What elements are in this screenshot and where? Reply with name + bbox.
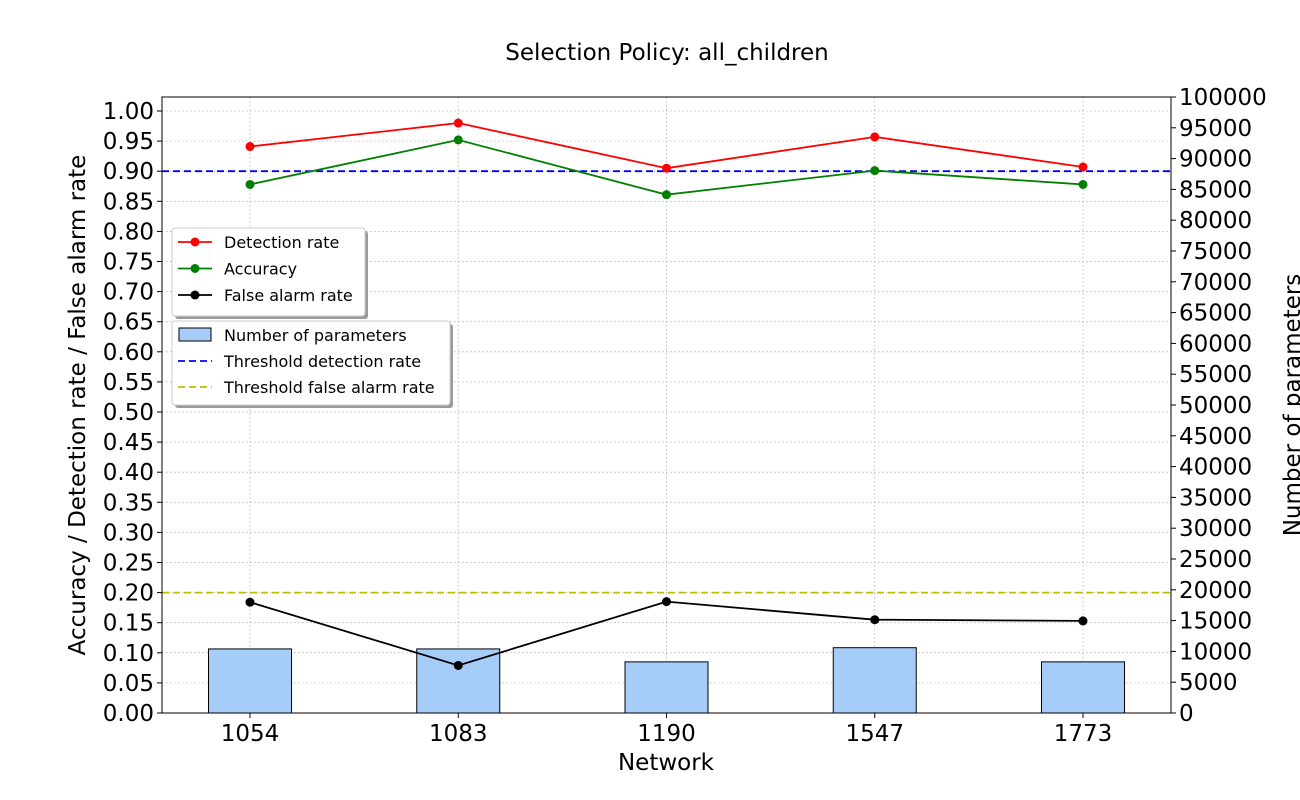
- right-tick-label: 55000: [1179, 362, 1252, 388]
- right-tick-label: 50000: [1179, 393, 1252, 419]
- left-tick-label: 0.85: [103, 189, 154, 215]
- left-tick-label: 0.15: [103, 611, 154, 637]
- legend-label: False alarm rate: [224, 286, 353, 305]
- x-axis-label: Network: [618, 750, 715, 776]
- legend-marker: [190, 290, 200, 300]
- series-point: [1078, 616, 1088, 626]
- left-tick-label: 0.05: [103, 671, 154, 697]
- series-point: [662, 163, 671, 173]
- left-tick-label: 0.75: [103, 250, 154, 276]
- x-tick-label: 1054: [221, 721, 280, 747]
- right-tick-label: 70000: [1179, 270, 1252, 296]
- series-point: [245, 597, 255, 607]
- threshold-lines: [162, 170, 1171, 594]
- legend-label: Threshold false alarm rate: [223, 378, 435, 397]
- legend-label: Number of parameters: [224, 326, 407, 345]
- left-tick-label: 0.00: [103, 701, 154, 727]
- right-tick-label: 40000: [1179, 455, 1252, 481]
- legend-bars-thresholds: Number of parameters Threshold detection …: [171, 320, 453, 408]
- right-axis: 0 5000 10000 15000 20000 25000 30000 35000 40000…: [1171, 85, 1267, 727]
- legend-series: Detection rate Accuracy False alarm rate: [171, 227, 368, 319]
- right-tick-label: 45000: [1179, 424, 1252, 450]
- series-point: [453, 135, 463, 145]
- left-tick-label: 1.00: [103, 99, 154, 125]
- right-tick-label: 100000: [1179, 85, 1267, 111]
- bar-parameters: [416, 648, 501, 714]
- series-point: [662, 597, 671, 607]
- left-tick-label: 0.90: [103, 159, 154, 185]
- series-point: [870, 166, 880, 176]
- right-tick-label: 10000: [1179, 639, 1252, 665]
- series-point: [453, 118, 463, 128]
- left-tick-label: 0.25: [103, 551, 154, 577]
- left-tick-label: 0.65: [103, 310, 154, 336]
- legend-label: Detection rate: [224, 233, 339, 252]
- legend-marker: [190, 264, 200, 273]
- right-tick-label: 95000: [1179, 116, 1252, 142]
- right-tick-label: 80000: [1179, 208, 1252, 234]
- x-axis: 1054 1083 1190 1547 1773: [221, 713, 1113, 747]
- chart-title: Selection Policy: all_children: [505, 40, 829, 66]
- right-tick-label: 0: [1179, 701, 1194, 727]
- bar-parameters: [1041, 661, 1125, 714]
- right-tick-label: 65000: [1179, 301, 1252, 327]
- series-lines: [245, 118, 1088, 670]
- left-tick-label: 0.30: [103, 520, 154, 546]
- series-point: [662, 190, 671, 200]
- left-tick-label: 0.10: [103, 641, 154, 667]
- right-tick-label: 25000: [1179, 547, 1252, 573]
- right-tick-label: 35000: [1179, 485, 1252, 511]
- x-tick-label: 1190: [637, 721, 696, 747]
- right-axis-label: Number of parameters: [1280, 274, 1300, 537]
- bar-parameters: [208, 648, 292, 714]
- right-tick-label: 20000: [1179, 578, 1252, 604]
- x-tick-label: 1083: [429, 721, 488, 747]
- left-axis: 0.00 0.05 0.10 0.15 0.20 0.25 0.30 0.35 0.40 0.45…: [103, 99, 162, 727]
- bars: [208, 647, 1125, 714]
- legend-label: Threshold detection rate: [223, 352, 421, 371]
- x-tick-label: 1773: [1054, 721, 1113, 747]
- legend-marker: [190, 237, 200, 247]
- legend-bar-swatch: [178, 327, 212, 342]
- series-point: [245, 179, 255, 189]
- bar-parameters: [832, 647, 917, 714]
- right-tick-label: 30000: [1179, 516, 1252, 542]
- left-tick-label: 0.55: [103, 370, 154, 396]
- left-tick-label: 0.80: [103, 219, 154, 245]
- series-point: [1078, 162, 1088, 172]
- left-tick-label: 0.35: [103, 490, 154, 516]
- legend-box: [171, 227, 366, 317]
- left-tick-label: 0.50: [103, 400, 154, 426]
- right-tick-label: 85000: [1179, 177, 1252, 203]
- left-axis-label: Accuracy / Detection rate / False alarm …: [65, 155, 91, 656]
- legend-label: Accuracy: [224, 260, 297, 279]
- left-tick-label: 0.40: [103, 460, 154, 486]
- right-tick-label: 15000: [1179, 609, 1252, 635]
- left-tick-label: 0.95: [103, 129, 154, 155]
- series-point: [870, 132, 880, 142]
- left-tick-label: 0.70: [103, 280, 154, 306]
- legend-box: [171, 320, 451, 406]
- series-point: [453, 660, 463, 670]
- left-tick-label: 0.60: [103, 340, 154, 366]
- x-tick-label: 1547: [845, 721, 904, 747]
- series-point: [1078, 179, 1088, 189]
- series-point: [245, 142, 255, 152]
- right-tick-label: 90000: [1179, 147, 1252, 173]
- left-tick-label: 0.45: [103, 430, 154, 456]
- right-tick-label: 60000: [1179, 331, 1252, 357]
- right-tick-label: 5000: [1179, 670, 1238, 696]
- right-tick-label: 75000: [1179, 239, 1252, 265]
- series-point: [870, 615, 880, 625]
- left-tick-label: 0.20: [103, 581, 154, 607]
- bar-parameters: [624, 661, 709, 714]
